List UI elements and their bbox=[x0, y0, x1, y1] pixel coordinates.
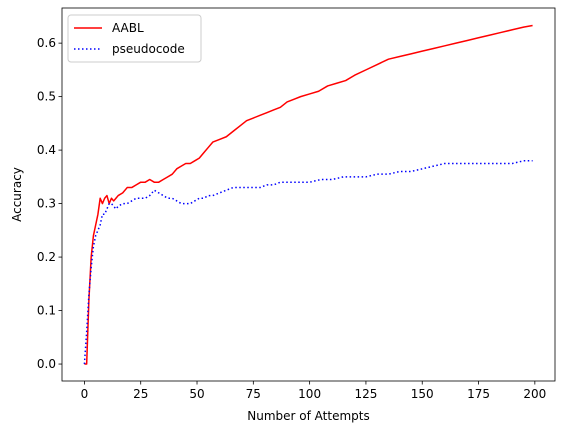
x-tick-label: 200 bbox=[523, 387, 546, 401]
x-axis: 0 25 50 75 100 125 150 175 200 bbox=[81, 381, 546, 401]
x-tick-label: 100 bbox=[298, 387, 321, 401]
axes-background bbox=[62, 8, 555, 381]
x-axis-title: Number of Attempts bbox=[247, 409, 369, 423]
x-tick-label: 25 bbox=[133, 387, 148, 401]
y-tick-label: 0.2 bbox=[37, 250, 56, 264]
series-line-aabl bbox=[84, 24, 533, 365]
legend-label-aabl: AABL bbox=[112, 21, 144, 35]
y-tick-label: 0.5 bbox=[37, 90, 56, 104]
legend: AABL pseudocode bbox=[67, 14, 202, 63]
legend-box bbox=[67, 14, 202, 63]
series-line-pseudocode bbox=[83, 160, 533, 365]
x-tick-label: 75 bbox=[246, 387, 261, 401]
y-tick-label: 0.0 bbox=[37, 357, 56, 371]
y-axis-title: Accuracy bbox=[10, 167, 24, 222]
series-layer bbox=[83, 24, 533, 365]
plot-area bbox=[61, 7, 556, 382]
x-tick-label: 0 bbox=[81, 387, 89, 401]
y-tick-label: 0.3 bbox=[37, 197, 56, 211]
x-tick-label: 125 bbox=[354, 387, 377, 401]
x-tick-label: 175 bbox=[467, 387, 490, 401]
y-axis: 0.0 0.1 0.2 0.3 0.4 0.5 0.6 bbox=[37, 36, 62, 371]
x-tick-label: 150 bbox=[411, 387, 434, 401]
x-tick-label: 50 bbox=[189, 387, 204, 401]
axes-border bbox=[61, 7, 556, 382]
y-tick-label: 0.1 bbox=[37, 304, 56, 318]
y-tick-label: 0.4 bbox=[37, 143, 56, 157]
y-tick-label: 0.6 bbox=[37, 36, 56, 50]
legend-label-pseudocode: pseudocode bbox=[112, 42, 185, 56]
